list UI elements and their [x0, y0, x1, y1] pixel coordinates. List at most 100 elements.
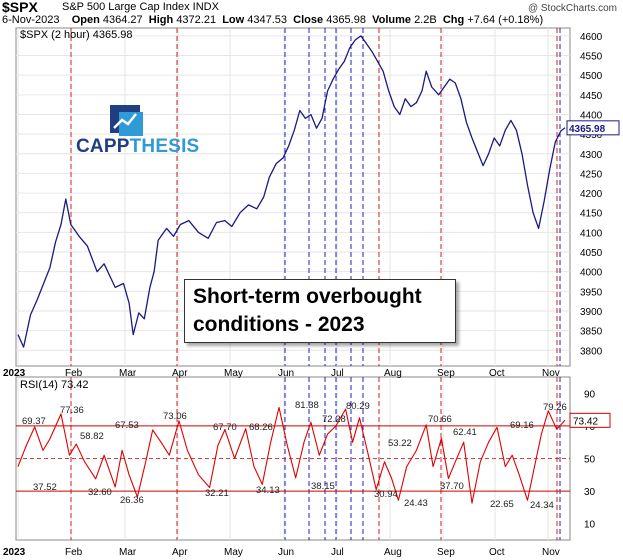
rsi-x-label: Feb	[65, 547, 83, 558]
rsi-value-annotation: 53.22	[388, 438, 412, 449]
price-tick-label: 4350	[580, 130, 603, 141]
high-value: 4372.21	[176, 14, 217, 26]
price-last-value: 4365.98	[569, 124, 606, 135]
low-label: Low	[222, 14, 245, 26]
rsi-value-annotation: 30.94	[374, 489, 398, 500]
price-tick-label: 4550	[580, 52, 603, 63]
rsi-value-annotation: 80.29	[346, 401, 370, 412]
price-legend: $SPX (2 hour) 4365.98	[20, 29, 133, 41]
rsi-x-label: May	[224, 547, 243, 558]
rsi-value-annotation: 79.26	[543, 402, 567, 413]
rsi-x-label: Jul	[331, 547, 344, 558]
rsi-x-label: Jun	[278, 547, 294, 558]
price-x-label: Nov	[542, 368, 560, 379]
price-tick-label: 4300	[580, 150, 603, 161]
rsi-value-annotation: 69.16	[510, 420, 534, 431]
price-x-label: Apr	[172, 368, 188, 379]
price-series-line	[17, 35, 566, 348]
rsi-value-annotation: 67.53	[115, 420, 139, 431]
price-x-label: Oct	[489, 368, 505, 379]
rsi-value-annotation: 77.36	[60, 405, 84, 416]
rsi-last-value: 73.42	[573, 416, 598, 427]
open-value: 4364.27	[102, 14, 143, 26]
rsi-value-annotation: 72.28	[322, 414, 346, 425]
price-panel-frame	[15, 27, 571, 367]
price-tick-label: 4600	[580, 32, 603, 43]
rsi-value-annotation: 32.60	[88, 487, 112, 498]
rsi-value-annotation: 38.15	[311, 481, 335, 492]
price-tick-label: 3900	[580, 307, 603, 318]
quote-line: 6-Nov-2023 Open 4364.27 High 4372.21 Low…	[2, 14, 543, 26]
chg-label: Chg	[442, 14, 465, 26]
rsi-value-annotation: 22.65	[490, 499, 514, 510]
rsi-tick-label: 50	[584, 455, 596, 466]
high-label: High	[148, 14, 174, 26]
price-tick-label: 4500	[580, 71, 603, 82]
price-x-label: Feb	[65, 368, 83, 379]
price-tick-label: 4250	[580, 169, 603, 180]
price-tick-label: 3850	[580, 327, 603, 338]
rsi-value-annotation: 37.70	[440, 481, 464, 492]
rsi-value-annotation: 62.41	[453, 427, 477, 438]
price-x-label: Jun	[278, 368, 294, 379]
symbol-description: S&P 500 Large Cap Index INDX	[62, 1, 219, 13]
price-tick-label: 4150	[580, 209, 603, 220]
rsi-value-annotation: 81.38	[295, 400, 319, 411]
chg-value: +7.64 (+0.18%)	[467, 14, 544, 26]
price-x-label: May	[224, 368, 243, 379]
callout-line2: conditions - 2023	[193, 313, 365, 336]
rsi-x-label: 2023	[3, 547, 26, 558]
low-value: 4347.53	[247, 14, 288, 26]
price-x-label: Aug	[384, 368, 402, 379]
rsi-value-annotation: 58.82	[80, 431, 104, 442]
rsi-value-annotation: 70.66	[428, 414, 452, 425]
price-tick-label: 4050	[580, 248, 603, 259]
rsi-x-label: Aug	[384, 547, 402, 558]
rsi-x-label: Mar	[119, 547, 137, 558]
rsi-legend: RSI(14) 73.42	[20, 379, 88, 391]
logo-text: CAPPTHESIS	[76, 136, 199, 158]
cappthesis-logo-icon	[110, 105, 143, 136]
price-x-label: 2023	[3, 368, 26, 379]
rsi-x-label: Sep	[437, 547, 455, 558]
rsi-last-value-tag	[569, 412, 611, 428]
rsi-series-line	[17, 406, 566, 504]
rsi-value-annotation: 69.37	[22, 416, 46, 427]
price-tick-label: 3800	[580, 346, 603, 357]
rsi-value-annotation: 67.70	[213, 422, 237, 433]
rsi-value-annotation: 32.21	[205, 488, 229, 499]
rsi-tick-label: 90	[584, 389, 596, 400]
rsi-value-annotation: 34.13	[256, 485, 280, 496]
price-x-label: Mar	[119, 368, 137, 379]
price-tick-label: 4000	[580, 268, 603, 279]
price-x-label: Sep	[437, 368, 455, 379]
rsi-value-annotation: 24.34	[530, 500, 554, 511]
rsi-value-annotation: 37.52	[33, 482, 57, 493]
rsi-value-annotation: 24.43	[404, 498, 428, 509]
rsi-value-annotation: 73.06	[163, 411, 187, 422]
logo-part1: CAPP	[76, 136, 130, 157]
symbol-title: $SPX	[2, 0, 38, 15]
price-last-value-tag	[566, 120, 620, 136]
close-label: Close	[293, 14, 324, 26]
rsi-value-annotation: 68.26	[249, 422, 273, 433]
price-tick-label: 3950	[580, 287, 603, 298]
rsi-tick-label: 30	[584, 487, 596, 498]
callout-line1: Short-term overbought	[193, 285, 422, 308]
price-x-label: Jul	[331, 368, 344, 379]
overbought-callout: Short-term overbought conditions - 2023	[184, 279, 456, 343]
volume-label: Volume	[372, 14, 411, 26]
price-tick-label: 4400	[580, 110, 603, 121]
watermark: @ StockCharts.com	[527, 3, 617, 14]
volume-value: 2.2B	[414, 14, 437, 26]
price-tick-label: 4100	[580, 228, 603, 239]
rsi-tick-label: 10	[584, 520, 596, 531]
rsi-x-label: Apr	[172, 547, 188, 558]
price-tick-label: 4450	[580, 91, 603, 102]
rsi-x-label: Oct	[489, 547, 505, 558]
open-label: Open	[71, 14, 100, 26]
rsi-value-annotation: 26.36	[120, 495, 144, 506]
close-value: 4365.98	[326, 14, 366, 26]
logo-part2: THESIS	[129, 136, 200, 157]
